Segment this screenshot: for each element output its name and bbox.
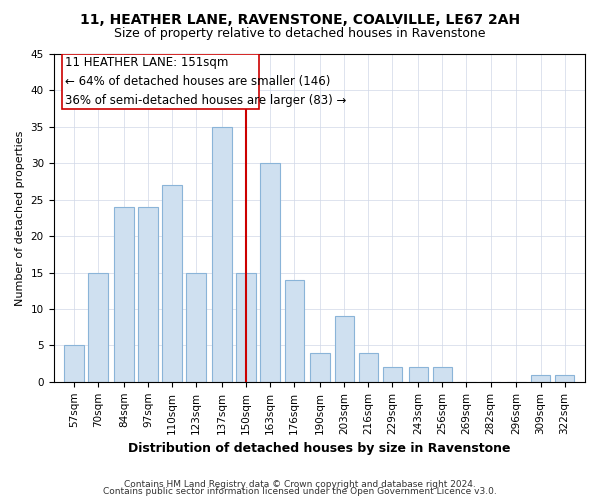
Bar bbox=[212, 127, 232, 382]
Bar bbox=[187, 272, 206, 382]
Bar bbox=[138, 207, 158, 382]
Bar bbox=[62, 54, 259, 108]
Bar bbox=[88, 272, 107, 382]
Bar bbox=[260, 164, 280, 382]
X-axis label: Distribution of detached houses by size in Ravenstone: Distribution of detached houses by size … bbox=[128, 442, 511, 455]
Bar bbox=[409, 367, 428, 382]
Bar bbox=[359, 352, 378, 382]
Bar bbox=[163, 185, 182, 382]
Text: 11 HEATHER LANE: 151sqm
← 64% of detached houses are smaller (146)
36% of semi-d: 11 HEATHER LANE: 151sqm ← 64% of detache… bbox=[65, 56, 347, 107]
Text: Size of property relative to detached houses in Ravenstone: Size of property relative to detached ho… bbox=[114, 28, 486, 40]
Bar bbox=[433, 367, 452, 382]
Text: 11, HEATHER LANE, RAVENSTONE, COALVILLE, LE67 2AH: 11, HEATHER LANE, RAVENSTONE, COALVILLE,… bbox=[80, 12, 520, 26]
Text: Contains HM Land Registry data © Crown copyright and database right 2024.: Contains HM Land Registry data © Crown c… bbox=[124, 480, 476, 489]
Y-axis label: Number of detached properties: Number of detached properties bbox=[15, 130, 25, 306]
Bar bbox=[64, 346, 83, 382]
Bar bbox=[383, 367, 402, 382]
Bar bbox=[335, 316, 354, 382]
Bar bbox=[310, 352, 330, 382]
Bar bbox=[555, 374, 574, 382]
Bar bbox=[114, 207, 134, 382]
Bar bbox=[531, 374, 550, 382]
Text: Contains public sector information licensed under the Open Government Licence v3: Contains public sector information licen… bbox=[103, 487, 497, 496]
Bar bbox=[236, 272, 256, 382]
Bar bbox=[284, 280, 304, 382]
